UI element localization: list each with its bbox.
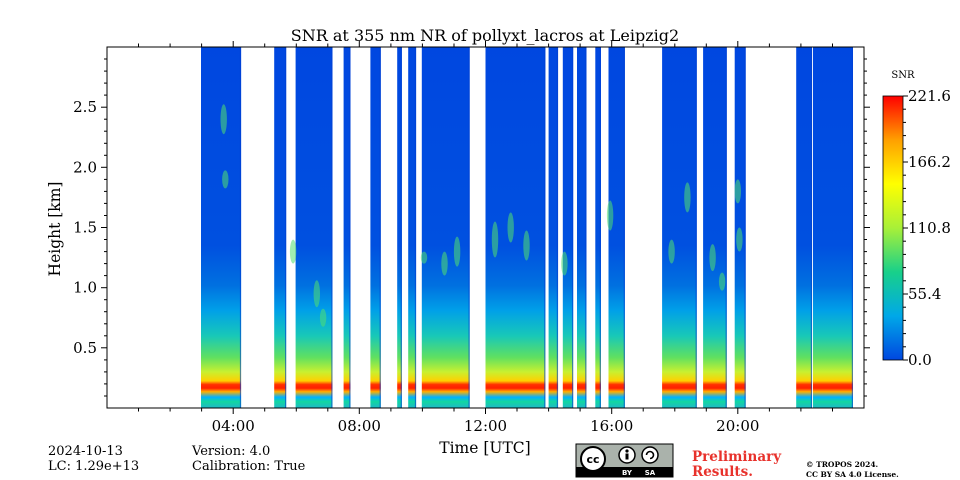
data-segment-edge-1 (285, 47, 287, 408)
data-segment-edge-11 (585, 47, 587, 408)
cloud-feature-8 (491, 221, 499, 258)
data-segment-edge-2 (331, 47, 333, 408)
data-segment-5 (397, 47, 402, 408)
sa-badge-text: SA (645, 469, 656, 477)
data-segment-1 (274, 47, 287, 408)
cloud-feature-15 (709, 244, 716, 272)
date-label: 2024-10-13 (48, 444, 123, 459)
data-segment-edge-5 (400, 47, 402, 408)
cloud-feature-3 (313, 280, 320, 308)
data-segment-edge-0 (239, 47, 242, 408)
data-segment-edge-10 (572, 47, 574, 408)
data-segment-edge-17 (810, 47, 812, 408)
cloud-feature-16 (718, 272, 726, 291)
data-segment-12 (595, 47, 601, 408)
colorbar-label: SNR (891, 70, 915, 81)
data-segment-18 (812, 47, 853, 408)
data-segment-9 (548, 47, 559, 408)
copyright-line2: CC BY SA 4.0 License. (806, 470, 899, 479)
data-segment-6 (408, 47, 417, 408)
x-tick-label-3: 16:00 (590, 417, 633, 435)
cloud-feature-17 (734, 179, 741, 204)
data-segment-17 (796, 47, 812, 408)
data-segment-4 (370, 47, 381, 408)
sa-share-icon (641, 446, 659, 464)
data-segment-edge-15 (725, 47, 727, 408)
license-badge: cc BY SA (575, 443, 674, 478)
data-segment-edge-14 (695, 47, 697, 408)
by-badge-text: BY (622, 469, 633, 477)
cloud-feature-1 (222, 170, 229, 189)
colorbar-tick-label-0: 0.0 (908, 351, 932, 369)
data-segment-edge-4 (379, 47, 381, 408)
data-segment-edge-7 (468, 47, 470, 408)
data-segment-13 (608, 47, 625, 408)
x-axis-label: Time [UTC] (439, 439, 530, 457)
y-axis-label: Height [km] (46, 182, 64, 277)
preliminary-label-line2: Results. (692, 464, 753, 480)
colorbar-ticks: 0.0 55.4 110.8 166.2 221.6 (903, 87, 951, 369)
data-segment-edge-9 (556, 47, 558, 408)
lc-label: LC: 1.29e+13 (48, 459, 140, 474)
data-segment-edge-12 (599, 47, 601, 408)
y-tick-label-2: 1.5 (73, 219, 97, 237)
data-segment-3 (343, 47, 351, 408)
data-segment-edge-3 (349, 47, 351, 408)
colorbar-tick-label-1: 55.4 (908, 285, 941, 303)
colorbar-tick-label-2: 110.8 (908, 219, 951, 237)
x-tick-label-0: 04:00 (212, 417, 255, 435)
cloud-feature-14 (684, 182, 691, 213)
data-segment-edge-6 (414, 47, 417, 408)
x-tick-label-4: 20:00 (716, 417, 759, 435)
cloud-feature-10 (523, 230, 530, 261)
data-segment-10 (562, 47, 574, 408)
y-tick-label-0: 0.5 (73, 339, 97, 357)
cloud-feature-2 (289, 239, 297, 264)
calibration-label: Calibration: True (192, 459, 306, 474)
colorbar-tick-label-4: 221.6 (908, 87, 951, 105)
x-tick-label-1: 08:00 (338, 417, 381, 435)
cloud-feature-7 (453, 236, 461, 267)
data-segment-16 (734, 47, 746, 408)
axes: 04:00 08:00 12:00 16:00 20:00 0.5 1.0 1.5 2.0 2.5 (73, 41, 870, 435)
data-segment-0 (201, 47, 242, 408)
y-tick-label-3: 2.0 (73, 158, 97, 176)
y-tick-label-4: 2.5 (73, 98, 97, 116)
data-segment-edge-13 (623, 47, 625, 408)
cc-icon (580, 446, 606, 472)
cloud-feature-11 (561, 251, 568, 276)
data-segment-edge-8 (544, 47, 546, 408)
cloud-feature-18 (736, 227, 743, 252)
colorbar (882, 95, 904, 361)
cloud-feature-4 (319, 308, 327, 327)
data-segment-2 (295, 47, 333, 408)
heatmap-area (201, 47, 853, 408)
data-segment-14 (662, 47, 697, 408)
y-tick-label-1: 1.0 (73, 279, 97, 297)
version-label: Version: 4.0 (192, 444, 271, 459)
colorbar-tick-label-3: 166.2 (908, 153, 951, 171)
data-segment-edge-18 (851, 47, 853, 408)
cloud-feature-5 (420, 251, 428, 264)
data-segment-7 (421, 47, 470, 408)
x-tick-label-2: 12:00 (464, 417, 507, 435)
data-segment-15 (703, 47, 727, 408)
cloud-feature-9 (507, 212, 514, 243)
cloud-feature-12 (606, 200, 614, 231)
cloud-feature-13 (668, 239, 675, 264)
copyright-line1: © TROPOS 2024. (806, 460, 879, 469)
preliminary-label-line1: Preliminary (692, 449, 782, 465)
data-segment-edge-16 (744, 47, 746, 408)
cloud-feature-0 (220, 104, 227, 135)
cloud-feature-6 (441, 251, 448, 276)
data-segment-11 (577, 47, 587, 408)
cc-badge-text: cc (586, 453, 599, 466)
chart-title: SNR at 355 nm NR of pollyxt_lacros at Le… (291, 26, 679, 45)
